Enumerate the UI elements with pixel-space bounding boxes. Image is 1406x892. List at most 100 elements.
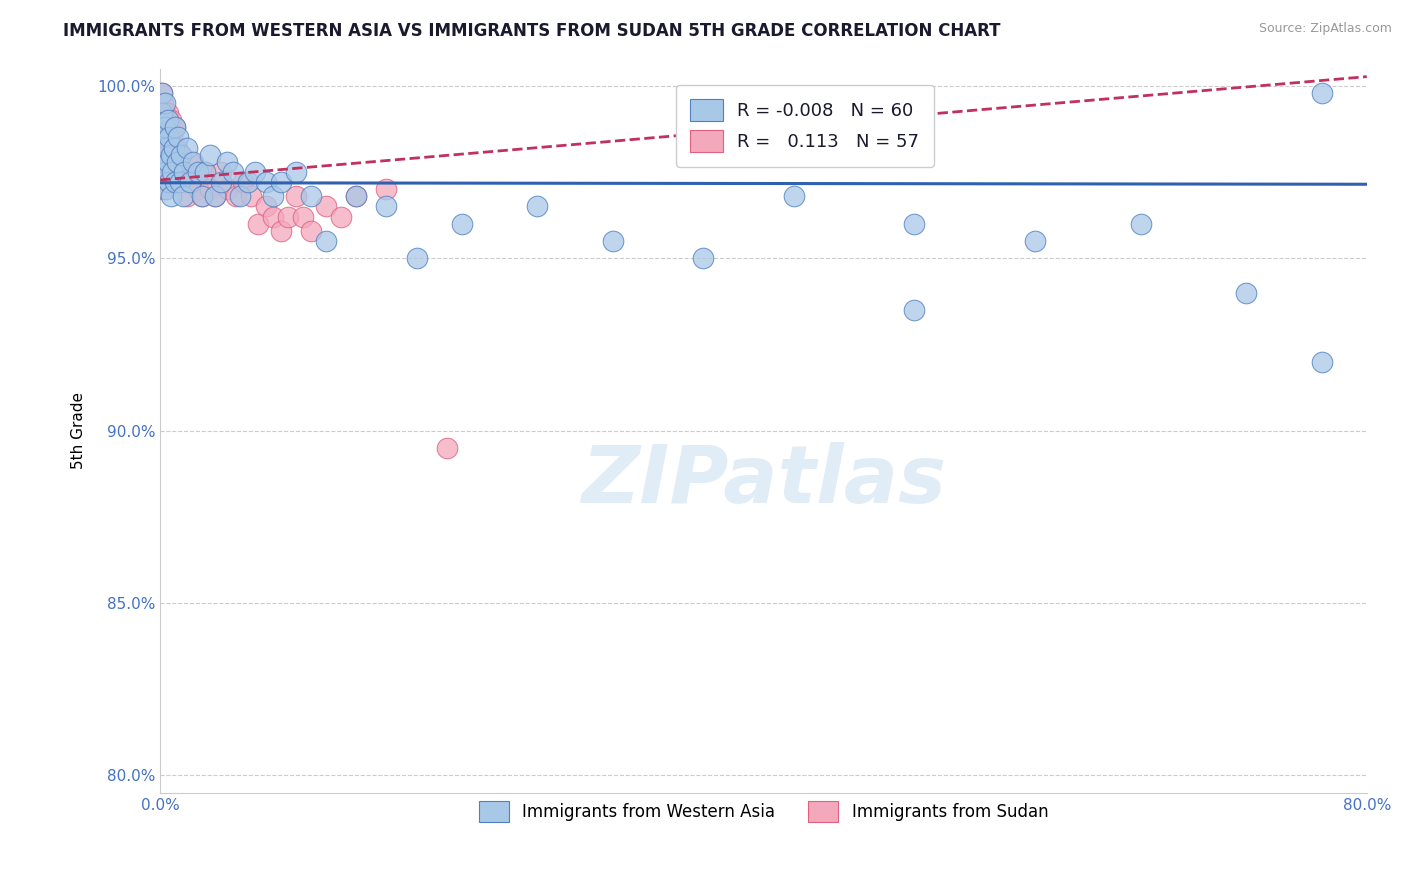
Point	[204, 189, 226, 203]
Point	[172, 189, 194, 203]
Point	[166, 141, 188, 155]
Point	[176, 189, 198, 203]
Point	[166, 154, 188, 169]
Point	[183, 175, 205, 189]
Point	[150, 86, 173, 100]
Legend: Immigrants from Western Asia, Immigrants from Sudan: Immigrants from Western Asia, Immigrants…	[465, 788, 1062, 835]
Text: IMMIGRANTS FROM WESTERN ASIA VS IMMIGRANTS FROM SUDAN 5TH GRADE CORRELATION CHAR: IMMIGRANTS FROM WESTERN ASIA VS IMMIGRAN…	[63, 22, 1001, 40]
Point	[155, 120, 177, 135]
Point	[204, 189, 226, 203]
Point	[284, 189, 307, 203]
Point	[344, 189, 367, 203]
Point	[239, 189, 262, 203]
Point	[165, 120, 187, 135]
Point	[187, 165, 209, 179]
Point	[270, 224, 292, 238]
Point	[209, 165, 232, 179]
Point	[236, 175, 259, 189]
Point	[167, 130, 190, 145]
Point	[153, 106, 176, 120]
Point	[156, 154, 179, 169]
Point	[179, 154, 201, 169]
Point	[152, 95, 174, 110]
Point	[262, 210, 284, 224]
Point	[262, 189, 284, 203]
Point	[150, 106, 173, 120]
Point	[247, 217, 270, 231]
Point	[157, 165, 180, 179]
Point	[159, 113, 181, 128]
Text: Source: ZipAtlas.com: Source: ZipAtlas.com	[1258, 22, 1392, 36]
Point	[153, 165, 176, 179]
Point	[163, 147, 186, 161]
Point	[1310, 354, 1333, 368]
Point	[1310, 86, 1333, 100]
Point	[155, 141, 177, 155]
Point	[330, 210, 353, 224]
Point	[299, 189, 322, 203]
Point	[172, 165, 194, 179]
Point	[903, 302, 925, 317]
Point	[170, 147, 193, 161]
Point	[163, 141, 186, 155]
Point	[315, 234, 337, 248]
Point	[167, 154, 190, 169]
Point	[692, 251, 714, 265]
Point	[150, 86, 173, 100]
Point	[152, 147, 174, 161]
Point	[209, 175, 232, 189]
Point	[1234, 285, 1257, 300]
Point	[903, 217, 925, 231]
Point	[169, 175, 191, 189]
Point	[183, 154, 205, 169]
Point	[157, 175, 180, 189]
Point	[150, 106, 173, 120]
Point	[157, 130, 180, 145]
Point	[153, 165, 176, 179]
Point	[526, 199, 548, 213]
Point	[155, 182, 177, 196]
Point	[162, 130, 184, 145]
Point	[159, 147, 181, 161]
Point	[156, 113, 179, 128]
Point	[229, 189, 252, 203]
Point	[232, 175, 254, 189]
Point	[150, 165, 173, 179]
Point	[173, 175, 195, 189]
Point	[152, 182, 174, 196]
Point	[150, 130, 173, 145]
Point	[165, 175, 187, 189]
Point	[221, 165, 243, 179]
Point	[217, 182, 239, 196]
Point	[299, 224, 322, 238]
Point	[405, 251, 427, 265]
Point	[270, 175, 292, 189]
Point	[153, 130, 176, 145]
Point	[162, 165, 184, 179]
Point	[153, 95, 176, 110]
Point	[173, 165, 195, 179]
Point	[1129, 217, 1152, 231]
Point	[156, 106, 179, 120]
Text: ZIPatlas: ZIPatlas	[581, 442, 946, 520]
Point	[602, 234, 624, 248]
Point	[1024, 234, 1046, 248]
Y-axis label: 5th Grade: 5th Grade	[72, 392, 86, 469]
Point	[375, 199, 398, 213]
Point	[284, 165, 307, 179]
Point	[179, 175, 201, 189]
Point	[187, 182, 209, 196]
Point	[198, 182, 221, 196]
Point	[152, 120, 174, 135]
Point	[170, 147, 193, 161]
Point	[225, 189, 247, 203]
Point	[191, 189, 214, 203]
Point	[152, 154, 174, 169]
Point	[198, 147, 221, 161]
Point	[254, 175, 277, 189]
Point	[215, 154, 238, 169]
Point	[159, 147, 181, 161]
Point	[344, 189, 367, 203]
Point	[165, 120, 187, 135]
Point	[194, 165, 217, 179]
